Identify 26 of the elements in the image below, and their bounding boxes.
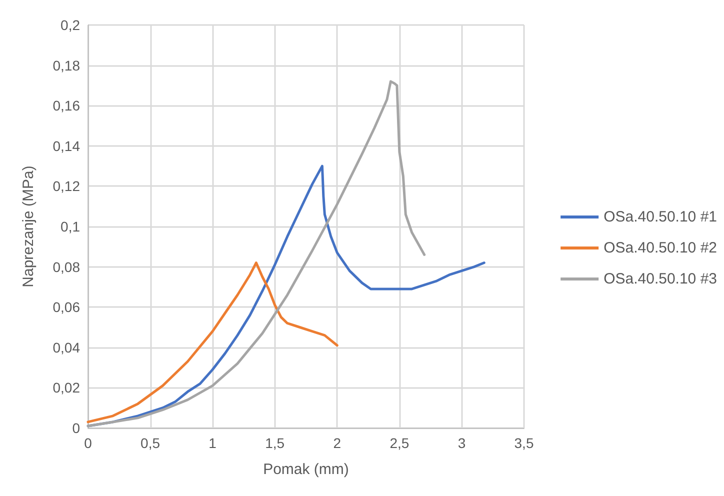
- x-tick-label: 0: [84, 435, 92, 451]
- y-tick-label: 0,08: [52, 258, 80, 275]
- legend-label: OSa.40.50.10 #2: [604, 240, 718, 256]
- line-series: [86, 262, 338, 424]
- x-tick-label: 2,5: [390, 435, 410, 451]
- x-tick-label: 3: [458, 435, 466, 451]
- y-tick-label: 0,06: [52, 299, 80, 316]
- x-tick-label: 1: [208, 435, 217, 451]
- y-tick-label: 0,04: [52, 339, 80, 356]
- x-tick-label: 1,5: [265, 435, 285, 451]
- y-tick-label: 0: [72, 420, 80, 436]
- y-axis-title: Naprezanje (MPa): [20, 166, 37, 288]
- y-tick-label: 0,02: [52, 380, 80, 396]
- y-tick-label: 0,18: [52, 57, 80, 74]
- y-tick-label: 0,16: [52, 98, 80, 114]
- x-tick-label: 2: [333, 435, 342, 451]
- y-tick-label: 0,14: [52, 138, 80, 154]
- legend-label: OSa.40.50.10 #1: [604, 208, 718, 226]
- y-tick-label: 0,1: [60, 218, 80, 234]
- x-tick-label: 0,5: [140, 435, 160, 451]
- y-tick-label: 0,2: [60, 17, 80, 33]
- y-tick-label: 0,12: [52, 178, 80, 194]
- legend-label: OSa.40.50.10 #3: [604, 270, 718, 288]
- x-tick-label: 3,5: [514, 435, 534, 451]
- line-series: [86, 80, 426, 428]
- x-axis-title: Pomak (mm): [263, 461, 349, 478]
